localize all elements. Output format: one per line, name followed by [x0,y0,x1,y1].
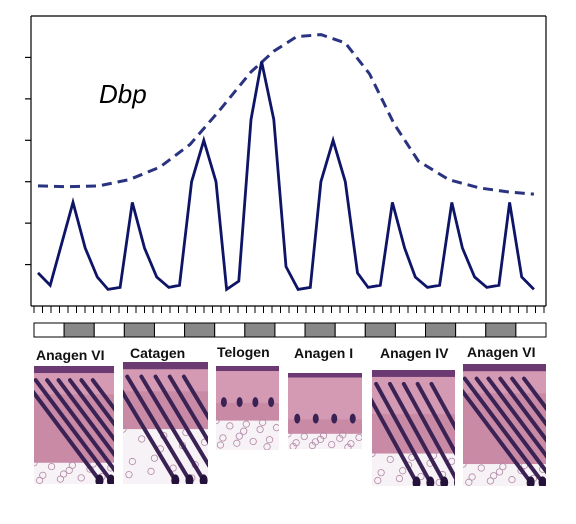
timeline-cell-dark [304,322,336,338]
micrograph-anagen-vi-2 [463,364,546,486]
timeline-cell-light [33,322,65,338]
histology-images [34,362,546,486]
micrograph-telogen [216,366,279,450]
timeline-cell-dark [425,322,457,338]
timeline-cell-light [455,322,487,338]
dbp-expression-line [37,61,535,292]
timeline-cell-light [515,322,547,338]
timeline-cell-light [93,322,125,338]
timeline-cell-light [214,322,246,338]
dbp-expression-chart: Dbp [25,15,547,313]
timeline-cell-dark [123,322,155,338]
timeline-cell-dark [364,322,396,338]
micrograph-catagen [123,362,208,484]
timeline-cell-light [274,322,306,338]
envelope-points [37,34,534,195]
timeline-cell-dark [244,322,276,338]
timeline-cell-dark [63,322,95,338]
y-ticks [25,56,31,266]
gene-label: Dbp [99,79,147,109]
timeline-cell-light [394,322,427,338]
timeline-cell-dark [485,322,517,338]
dbp-points [37,61,534,290]
stage-label-anagen-iv: Anagen IV [380,345,449,361]
timeline-cell-light [334,322,366,338]
timeline-cell-dark [184,322,216,338]
timeline-cell-light [153,322,186,338]
micrograph-anagen-vi-1 [34,366,114,484]
stage-label-anagen-vi-1: Anagen VI [36,347,104,363]
micrograph-anagen-iv [372,370,455,486]
dashed-envelope-line [37,33,535,196]
stage-label-anagen-i: Anagen I [294,345,353,361]
stage-labels: Anagen VI Catagen Telogen Anagen I Anage… [36,344,535,363]
stage-label-anagen-vi-2: Anagen VI [467,344,535,360]
light-dark-timeline [33,322,547,338]
stage-label-catagen: Catagen [130,345,185,361]
x-ticks [33,306,545,313]
micrograph-anagen-i [288,373,362,449]
stage-label-telogen: Telogen [217,344,270,360]
